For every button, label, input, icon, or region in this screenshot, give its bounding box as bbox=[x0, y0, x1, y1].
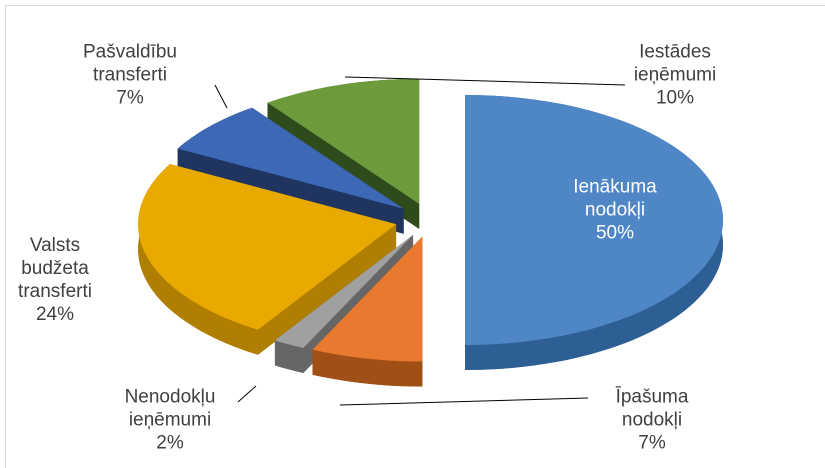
data-label: Nenodokļu ieņēmumi 2% bbox=[125, 386, 216, 455]
leader-line bbox=[214, 84, 228, 109]
category-label: Ienākuma nodokļi bbox=[573, 176, 657, 221]
data-label: Ienākuma nodokļi 50% bbox=[573, 176, 656, 245]
category-label: Nenodokļu ieņēmumi bbox=[124, 386, 216, 431]
data-label: Valsts budžeta transferti 24% bbox=[18, 234, 92, 326]
category-label: Iestādes ieņēmumi bbox=[633, 41, 717, 86]
slice-radial-wall bbox=[257, 224, 397, 355]
data-label: Iestādes ieņēmumi 10% bbox=[634, 41, 716, 110]
value-label: 7% bbox=[638, 432, 666, 454]
leader-line bbox=[339, 397, 589, 406]
category-label: Valsts budžeta transferti bbox=[18, 235, 92, 302]
slice bbox=[465, 95, 723, 345]
slice bbox=[267, 78, 420, 204]
category-label: Pašvaldību transferti bbox=[82, 41, 178, 86]
value-label: 2% bbox=[156, 432, 184, 454]
leader-line bbox=[344, 76, 626, 86]
value-label: 7% bbox=[116, 87, 144, 109]
slice-side bbox=[138, 164, 258, 355]
chart-border bbox=[5, 5, 825, 468]
data-label: Pašvaldību transferti 7% bbox=[83, 41, 177, 110]
slice bbox=[274, 234, 414, 348]
leader-lines bbox=[214, 76, 626, 406]
slice bbox=[138, 164, 397, 330]
slice bbox=[312, 236, 423, 362]
data-label: Īpašuma nodokļi 7% bbox=[616, 386, 689, 455]
value-label: 50% bbox=[595, 222, 635, 244]
category-label: Īpašuma nodokļi bbox=[615, 386, 689, 431]
slices bbox=[138, 78, 723, 387]
slice-side bbox=[274, 340, 304, 373]
slice bbox=[177, 107, 404, 209]
slice-side bbox=[312, 349, 423, 387]
value-label: 24% bbox=[35, 304, 75, 325]
value-label: 10% bbox=[655, 87, 695, 109]
leader-line bbox=[237, 385, 257, 403]
